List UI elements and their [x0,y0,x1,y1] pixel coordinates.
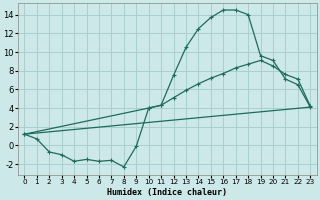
X-axis label: Humidex (Indice chaleur): Humidex (Indice chaleur) [107,188,227,197]
